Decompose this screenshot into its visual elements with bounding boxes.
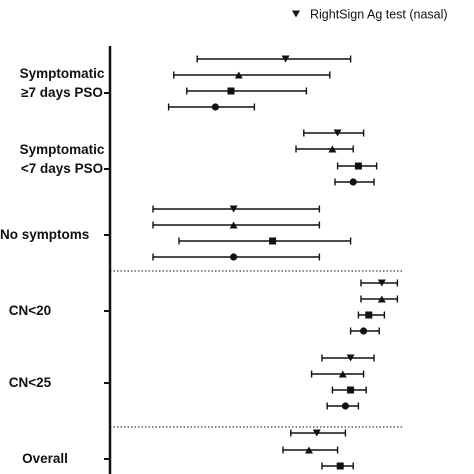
estimate-row <box>357 311 386 319</box>
point-estimate-square <box>354 162 362 170</box>
group-label: CN<20 <box>9 303 51 318</box>
group-6: Overall <box>22 429 354 470</box>
estimate-row <box>310 370 365 378</box>
legend: RightSign Ag test (nasal) <box>292 8 448 22</box>
point-estimate-triangle-up <box>229 221 238 229</box>
group-2: Symptomatic <7 days PSO <box>20 129 378 186</box>
point-estimate-triangle-down <box>312 429 321 437</box>
group-label: <7 days PSO <box>21 161 103 176</box>
estimate-row <box>152 205 321 213</box>
estimate-row <box>303 129 365 137</box>
point-estimate-triangle-down <box>377 279 386 287</box>
estimate-row <box>290 429 347 437</box>
point-estimate-triangle-down <box>229 205 238 213</box>
point-estimate-triangle-down <box>346 354 355 362</box>
estimate-row <box>295 145 354 153</box>
point-estimate-square <box>269 237 277 245</box>
estimate-row <box>196 55 352 63</box>
group-5: CN<25 <box>9 354 375 410</box>
group-4: CN<20 <box>9 279 399 335</box>
estimate-row <box>321 354 375 362</box>
group-label: Overall <box>22 451 68 466</box>
estimate-row <box>326 402 360 410</box>
point-estimate-circle <box>341 402 349 410</box>
point-estimate-square <box>336 462 344 470</box>
point-estimate-square <box>347 386 355 394</box>
group-3: No symptoms <box>0 205 352 261</box>
estimate-row <box>349 327 380 335</box>
estimate-row <box>152 221 321 229</box>
estimate-row <box>331 386 367 394</box>
point-estimate-circle <box>360 327 368 335</box>
estimate-row <box>167 103 256 111</box>
group-label: ≥7 days PSO <box>21 85 103 100</box>
group-label: Symptomatic <box>20 66 105 81</box>
point-estimate-triangle-up <box>305 446 313 454</box>
estimate-row <box>360 279 399 287</box>
point-estimate-triangle-up <box>328 145 337 153</box>
estimate-row <box>152 253 321 261</box>
estimate-row <box>173 71 331 79</box>
point-estimate-circle <box>349 178 357 186</box>
point-estimate-triangle-down <box>281 55 290 63</box>
estimate-row <box>360 295 399 303</box>
point-estimate-circle <box>211 103 219 111</box>
estimate-row <box>178 237 352 245</box>
point-estimate-triangle-up <box>377 295 386 303</box>
legend-marker <box>292 10 300 18</box>
groups: Symptomatic ≥7 days PSO Symptomatic <7 days… <box>0 55 399 470</box>
group-label: No symptoms <box>0 227 89 242</box>
legend-label: RightSign Ag test (nasal) <box>310 8 448 22</box>
group-label: CN<25 <box>9 375 52 390</box>
group-label: Symptomatic <box>20 142 105 157</box>
point-estimate-square <box>365 311 373 319</box>
estimate-row <box>336 162 378 170</box>
point-estimate-triangle-down <box>333 129 342 137</box>
point-estimate-square <box>227 87 235 95</box>
point-estimate-triangle-up <box>234 71 243 79</box>
estimate-row <box>334 178 375 186</box>
group-1: Symptomatic ≥7 days PSO <box>20 55 352 111</box>
estimate-row <box>321 462 354 470</box>
estimate-row <box>186 87 308 95</box>
separators <box>110 270 404 428</box>
estimate-row <box>282 446 339 454</box>
point-estimate-triangle-up <box>338 370 347 378</box>
point-estimate-circle <box>230 253 238 261</box>
